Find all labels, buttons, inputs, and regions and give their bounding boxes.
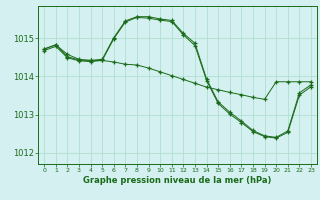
X-axis label: Graphe pression niveau de la mer (hPa): Graphe pression niveau de la mer (hPa) [84,176,272,185]
